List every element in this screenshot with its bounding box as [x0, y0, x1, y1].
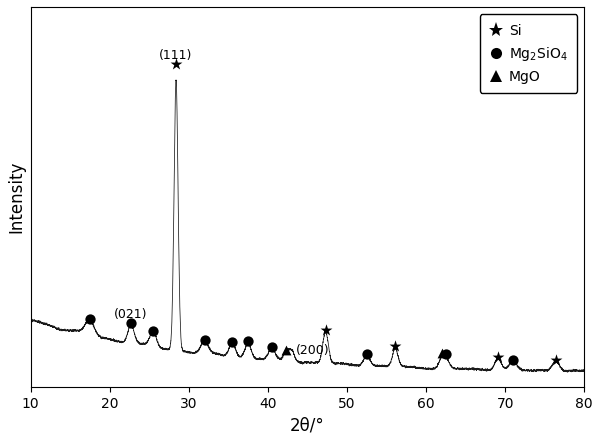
Point: [362, 350, 371, 357]
Point: [243, 337, 253, 344]
X-axis label: 2θ/°: 2θ/°: [290, 416, 325, 434]
Point: [508, 356, 518, 363]
Point: [126, 320, 136, 327]
Point: [493, 354, 503, 361]
Point: [148, 327, 158, 334]
Point: [267, 344, 277, 351]
Text: (200): (200): [296, 344, 329, 356]
Text: (021): (021): [114, 308, 148, 321]
Legend: Si, Mg$_2$SiO$_4$, MgO: Si, Mg$_2$SiO$_4$, MgO: [479, 14, 577, 93]
Point: [321, 326, 331, 333]
Point: [281, 346, 291, 353]
Point: [227, 339, 237, 346]
Point: [437, 350, 446, 357]
Point: [391, 343, 400, 350]
Point: [200, 336, 209, 344]
Point: [85, 316, 95, 323]
Point: [171, 61, 181, 68]
Point: [441, 350, 451, 357]
Point: [551, 356, 560, 363]
Y-axis label: Intensity: Intensity: [7, 161, 25, 233]
Text: (111): (111): [160, 49, 193, 62]
